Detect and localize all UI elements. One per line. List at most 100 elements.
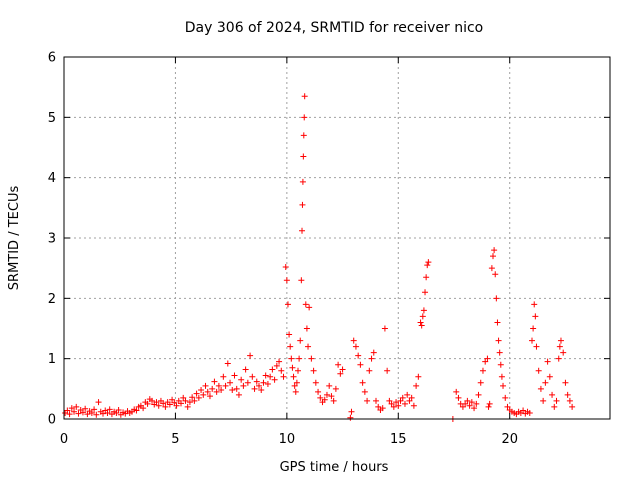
data-point xyxy=(184,403,191,410)
data-point xyxy=(560,349,567,356)
data-point xyxy=(160,400,167,407)
data-point xyxy=(300,132,307,139)
data-point xyxy=(471,405,478,412)
data-point xyxy=(492,271,499,278)
data-point xyxy=(498,373,505,380)
data-point xyxy=(115,406,122,413)
data-point xyxy=(537,385,544,392)
data-point xyxy=(347,414,354,421)
data-point xyxy=(473,400,480,407)
data-point xyxy=(453,388,460,395)
data-point xyxy=(193,390,200,397)
data-point xyxy=(484,355,491,362)
data-point xyxy=(278,367,285,374)
data-point xyxy=(373,397,379,404)
data-point xyxy=(276,358,283,365)
y-tick-label: 6 xyxy=(48,51,56,66)
data-point xyxy=(495,337,502,344)
data-point xyxy=(399,394,406,401)
data-point xyxy=(556,343,563,350)
data-point xyxy=(417,319,424,326)
data-point xyxy=(315,388,322,395)
data-point xyxy=(104,409,111,416)
data-point xyxy=(488,265,495,272)
data-point xyxy=(68,405,75,412)
data-point xyxy=(386,397,393,404)
data-point xyxy=(64,407,71,414)
data-point xyxy=(490,253,496,260)
data-point xyxy=(242,366,249,373)
data-point xyxy=(555,355,562,362)
data-point xyxy=(215,382,222,389)
data-point xyxy=(526,409,533,416)
data-point xyxy=(479,367,486,374)
data-point xyxy=(283,277,290,284)
data-point xyxy=(375,403,382,410)
data-point xyxy=(384,367,391,374)
data-point xyxy=(424,262,431,269)
data-point xyxy=(296,355,303,362)
data-point xyxy=(256,382,262,389)
data-point xyxy=(200,391,207,398)
data-point xyxy=(66,411,73,418)
data-point xyxy=(564,391,571,398)
data-point xyxy=(361,388,368,395)
data-point xyxy=(494,319,501,326)
data-point xyxy=(401,400,408,407)
data-point xyxy=(410,402,417,409)
data-point xyxy=(213,388,220,395)
data-point xyxy=(299,178,306,185)
y-tick-label: 1 xyxy=(48,352,56,367)
data-point xyxy=(540,397,547,404)
data-point xyxy=(468,399,475,406)
data-point xyxy=(368,355,375,362)
data-point xyxy=(169,396,176,403)
data-point xyxy=(415,373,422,380)
data-point xyxy=(262,372,269,379)
data-point xyxy=(71,408,78,415)
data-point xyxy=(133,407,140,414)
data-point xyxy=(531,301,538,308)
data-point xyxy=(485,403,492,410)
data-point xyxy=(218,387,225,394)
data-point xyxy=(302,301,309,308)
chart-title: Day 306 of 2024, SRMTID for receiver nic… xyxy=(185,20,483,36)
x-axis-label: GPS time / hours xyxy=(280,460,389,475)
data-point xyxy=(504,403,511,410)
data-point xyxy=(332,385,339,392)
data-point xyxy=(244,379,251,386)
data-point xyxy=(286,331,293,338)
data-point xyxy=(95,399,102,406)
data-point xyxy=(290,373,297,380)
data-point xyxy=(393,399,400,406)
data-point xyxy=(357,361,364,368)
data-point xyxy=(202,382,209,389)
data-point xyxy=(204,388,211,395)
data-point xyxy=(395,402,402,409)
data-point xyxy=(260,379,267,386)
y-tick-label: 5 xyxy=(48,111,56,126)
data-point xyxy=(180,394,187,401)
data-point xyxy=(418,322,425,329)
data-point xyxy=(535,367,542,374)
data-point xyxy=(253,378,260,385)
data-point xyxy=(388,400,395,407)
data-point xyxy=(339,366,346,373)
data-point xyxy=(321,396,328,403)
data-point xyxy=(491,247,498,254)
data-point xyxy=(419,313,426,320)
data-point xyxy=(144,400,151,407)
data-point xyxy=(209,385,216,392)
data-point xyxy=(533,343,540,350)
y-axis-label: SRMTID / TECUs xyxy=(7,186,22,291)
data-point xyxy=(198,387,205,394)
data-point xyxy=(113,409,120,416)
data-point xyxy=(149,397,156,404)
data-point xyxy=(557,337,564,344)
data-point xyxy=(220,373,227,380)
data-point xyxy=(520,407,527,414)
data-point xyxy=(305,343,312,350)
data-point xyxy=(292,388,299,395)
data-point xyxy=(289,364,296,371)
data-point xyxy=(335,361,342,368)
